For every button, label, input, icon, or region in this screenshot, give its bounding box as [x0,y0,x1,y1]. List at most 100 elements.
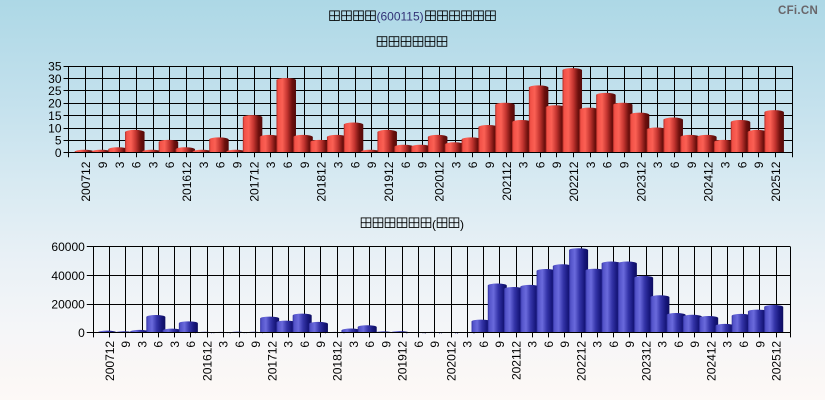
svg-text:0: 0 [55,146,62,160]
svg-text:35: 35 [48,59,62,73]
svg-text:3: 3 [517,161,531,168]
svg-text:201812: 201812 [331,341,345,381]
svg-text:202312: 202312 [639,341,653,381]
svg-text:202212: 202212 [567,161,581,201]
svg-text:3: 3 [332,161,346,168]
svg-text:9: 9 [623,341,637,348]
svg-text:6: 6 [152,341,166,348]
svg-text:6: 6 [668,161,682,168]
svg-text:3: 3 [591,341,605,348]
svg-text:3: 3 [651,161,665,168]
svg-text:9: 9 [753,341,767,348]
svg-text:9: 9 [558,341,572,348]
svg-text:9: 9 [249,341,263,348]
svg-text:9: 9 [298,161,312,168]
svg-text:200712: 200712 [103,341,117,381]
svg-text:201612: 201612 [180,161,194,201]
svg-text:9: 9 [365,161,379,168]
svg-text:202212: 202212 [574,341,588,381]
svg-text:6: 6 [399,161,413,168]
svg-text:3: 3 [526,341,540,348]
svg-text:25: 25 [48,84,62,98]
svg-text:9: 9 [379,341,393,348]
svg-text:3: 3 [584,161,598,168]
svg-text:6: 6 [412,341,426,348]
svg-text:9: 9 [416,161,430,168]
svg-text:202012: 202012 [444,341,458,381]
svg-text:40000: 40000 [51,269,85,283]
svg-text:3: 3 [135,341,149,348]
svg-text:9: 9 [119,341,133,348]
svg-text:9: 9 [493,341,507,348]
svg-text:200712: 200712 [79,161,93,201]
svg-text:3: 3 [461,341,475,348]
svg-text:3: 3 [347,341,361,348]
svg-text:202112: 202112 [509,341,523,380]
svg-text:3: 3 [721,341,735,348]
svg-text:201612: 201612 [200,341,214,381]
svg-text:6: 6 [735,161,749,168]
svg-text:201912: 201912 [382,161,396,201]
svg-text:202112: 202112 [500,161,514,200]
svg-text:15: 15 [48,109,62,123]
svg-text:5: 5 [55,134,62,148]
svg-text:6: 6 [184,341,198,348]
svg-text:9: 9 [428,341,442,348]
svg-text:9: 9 [314,341,328,348]
svg-text:10: 10 [48,121,62,135]
svg-text:(600115): (600115) [377,10,424,24]
svg-text:6: 6 [533,161,547,168]
svg-text:6: 6 [281,161,295,168]
svg-text:9: 9 [483,161,497,168]
svg-text:9: 9 [688,341,702,348]
svg-text:3: 3 [168,341,182,348]
svg-text:6: 6 [607,341,621,348]
svg-text:30: 30 [48,72,62,86]
svg-text:3: 3 [217,341,231,348]
svg-text:202512: 202512 [769,161,783,201]
svg-text:9: 9 [618,161,632,168]
svg-text:20: 20 [48,97,62,111]
svg-text:CFi.CN: CFi.CN [778,5,818,17]
svg-text:3: 3 [656,341,670,348]
svg-text:(: ( [432,218,436,232]
svg-text:201712: 201712 [247,161,261,201]
svg-text:20000: 20000 [51,297,85,311]
svg-text:3: 3 [282,341,296,348]
svg-text:3: 3 [449,161,463,168]
svg-text:201912: 201912 [396,341,410,381]
svg-text:6: 6 [130,161,144,168]
svg-text:202312: 202312 [634,161,648,201]
svg-text:202512: 202512 [770,341,784,381]
svg-text:3: 3 [146,161,160,168]
svg-text:6: 6 [214,161,228,168]
svg-text:6: 6 [672,341,686,348]
svg-text:3: 3 [197,161,211,168]
svg-text:9: 9 [96,161,110,168]
svg-text:6: 6 [477,341,491,348]
svg-text:201812: 201812 [315,161,329,201]
svg-text:6: 6 [466,161,480,168]
svg-text:6: 6 [348,161,362,168]
svg-text:202412: 202412 [704,341,718,381]
svg-text:0: 0 [78,326,85,340]
svg-text:3: 3 [113,161,127,168]
svg-text:9: 9 [231,161,245,168]
svg-text:202412: 202412 [702,161,716,201]
svg-text:): ) [460,218,464,232]
svg-text:6: 6 [363,341,377,348]
svg-text:6: 6 [542,341,556,348]
svg-text:60000: 60000 [51,240,85,254]
svg-text:202012: 202012 [432,161,446,201]
svg-text:6: 6 [298,341,312,348]
svg-text:3: 3 [719,161,733,168]
svg-text:3: 3 [264,161,278,168]
svg-text:6: 6 [233,341,247,348]
svg-text:9: 9 [685,161,699,168]
svg-text:6: 6 [601,161,615,168]
svg-text:9: 9 [752,161,766,168]
svg-text:6: 6 [163,161,177,168]
svg-text:9: 9 [550,161,564,168]
svg-text:201712: 201712 [265,341,279,381]
svg-text:6: 6 [737,341,751,348]
